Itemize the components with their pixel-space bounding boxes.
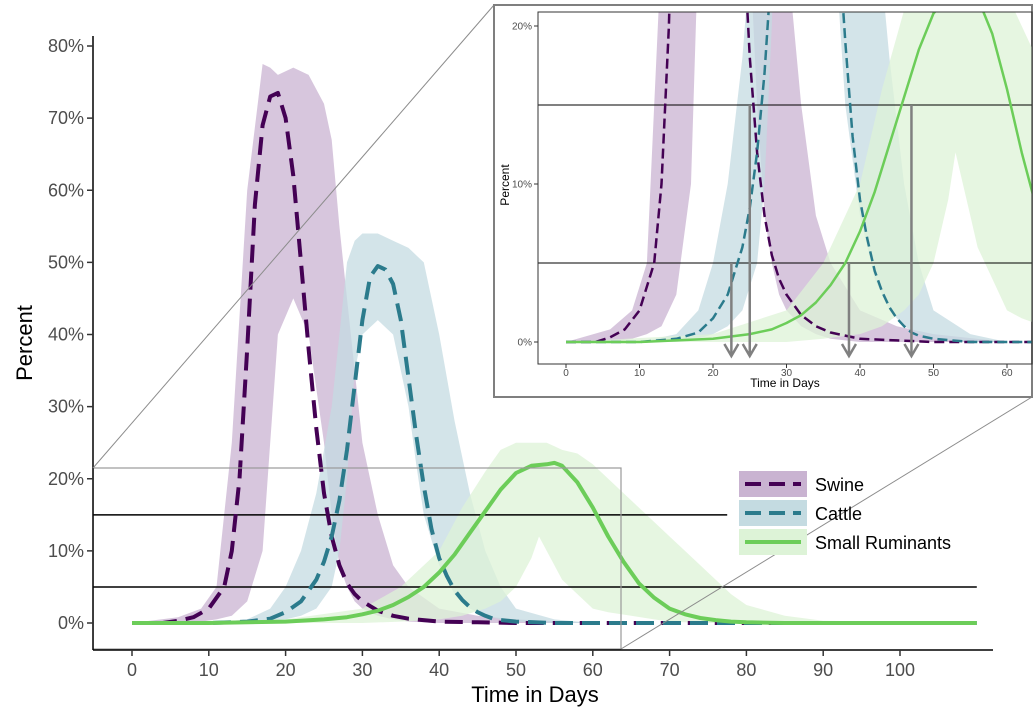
main-x-tick-label: 60: [583, 660, 603, 680]
main-band-small-ruminants: [132, 442, 977, 623]
main-y-tick-label: 30%: [48, 397, 84, 417]
main-y-tick-label: 50%: [48, 252, 84, 272]
main-x-tick-label: 20: [276, 660, 296, 680]
main-line-small-ruminants: [132, 460, 977, 625]
legend-label: Small Ruminants: [815, 533, 951, 553]
inset-x-tick-label: 50: [928, 368, 940, 379]
main-x-axis-title: Time in Days: [471, 682, 599, 707]
zoom-box-rect: [93, 467, 622, 650]
inset-y-tick-label: 10%: [512, 180, 532, 191]
main-y-tick-label: 80%: [48, 36, 84, 56]
legend-label: Cattle: [815, 504, 862, 524]
main-y-tick-label: 40%: [48, 325, 84, 345]
inset-series-lines: [566, 12, 1032, 344]
main-x-tick-label: 30: [352, 660, 372, 680]
inset-x-ticks: 0 10 20 30 40 50 60: [563, 364, 1013, 379]
main-y-tick-label: 70%: [48, 108, 84, 128]
main-x-tick-label: 80: [736, 660, 756, 680]
inset-y-tick-label: 0%: [518, 338, 533, 349]
inset-plot-area: [538, 12, 1032, 359]
main-line-cattle: [132, 264, 977, 625]
inset-x-tick-label: 60: [1001, 368, 1013, 379]
inset-y-axis-title: Percent: [498, 164, 512, 206]
inset-arrow-head: [723, 343, 740, 359]
inset-chart: 0 10 20 30 40 50 60 0% 10% 20% Time in Days Perc…: [493, 4, 1033, 398]
legend: Swine Cattle Small Ruminants: [739, 471, 951, 555]
inset-panel-border: [537, 11, 1033, 365]
inset-x-tick-label: 10: [634, 368, 646, 379]
inset-line-cattle: [566, 12, 1032, 344]
main-y-tick-label: 20%: [48, 469, 84, 489]
legend-item-cattle: Cattle: [739, 500, 862, 526]
main-plot-area: [93, 64, 977, 650]
inset-x-tick-label: 40: [854, 368, 866, 379]
main-line-swine: [132, 90, 977, 625]
connector-line: [620, 396, 1033, 650]
main-y-tick-label: 0%: [58, 613, 84, 633]
main-y-axis-title: Percent: [12, 305, 37, 381]
inset-x-tick-label: 0: [563, 368, 569, 379]
main-y-ticks: 0% 10% 20% 30% 40% 50% 60% 70% 80%: [48, 36, 93, 633]
main-x-tick-label: 10: [199, 660, 219, 680]
main-x-tick-label: 100: [885, 660, 915, 680]
inset-bands: [566, 12, 1032, 342]
inset-x-tick-label: 20: [707, 368, 719, 379]
inset-reference-lines: [538, 104, 1032, 264]
inset-band-small-ruminants: [566, 12, 1032, 342]
legend-item-swine: Swine: [739, 471, 864, 497]
legend-label: Swine: [815, 475, 864, 495]
main-reference-lines: [93, 514, 977, 588]
inset-x-tick-label: 30: [781, 368, 793, 379]
main-series-lines: [132, 90, 977, 625]
main-x-tick-label: 50: [506, 660, 526, 680]
inset-arrow-head: [903, 343, 920, 359]
inset-arrows: [723, 105, 920, 359]
legend-item-small-ruminants: Small Ruminants: [739, 529, 951, 555]
main-x-tick-label: 0: [127, 660, 137, 680]
connector-line: [92, 4, 495, 469]
zoom-connectors: [92, 4, 1033, 650]
main-axes: 0 10 20 30 40 50 60 70 80 90 100 0%10%20%30%40%50%…: [12, 36, 993, 707]
main-x-ticks: 0 10 20 30 40 50 60 70 80 90 100: [127, 650, 915, 680]
inset-arrow-head: [840, 343, 858, 359]
inset-band-swine: [566, 12, 1007, 342]
inset-x-axis-title: Time in Days: [750, 376, 820, 390]
main-band-swine: [132, 64, 593, 623]
inset-arrow-head: [741, 343, 758, 359]
main-x-tick-label: 40: [429, 660, 449, 680]
main-x-tick-label: 90: [813, 660, 833, 680]
zoom-region-box: [93, 467, 622, 650]
inset-line-small-ruminants: [566, 12, 1032, 344]
main-y-tick-label: 60%: [48, 180, 84, 200]
inset-y-ticks: 0% 10% 20%: [512, 22, 538, 349]
main-x-tick-label: 70: [660, 660, 680, 680]
main-y-tick-label: 10%: [48, 541, 84, 561]
inset-line-swine: [566, 12, 1032, 344]
inset-y-tick-label: 20%: [512, 22, 532, 33]
